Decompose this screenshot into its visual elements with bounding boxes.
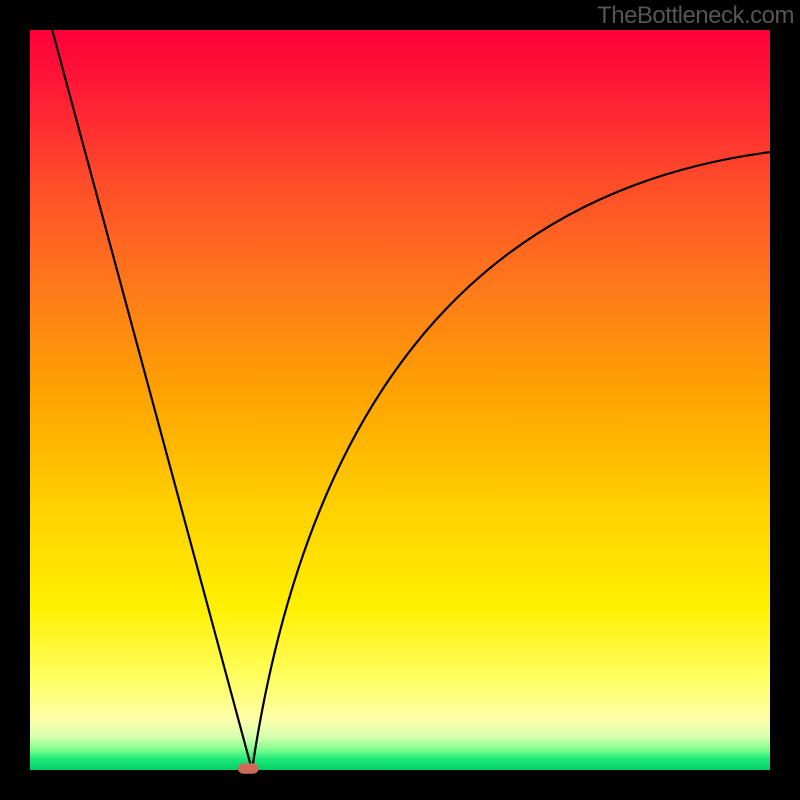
plot-background-gradient <box>30 30 770 770</box>
valley-marker <box>238 763 259 773</box>
watermark-text: TheBottleneck.com <box>597 2 794 30</box>
chart-container: TheBottleneck.com <box>0 0 800 800</box>
bottleneck-chart <box>0 0 800 800</box>
